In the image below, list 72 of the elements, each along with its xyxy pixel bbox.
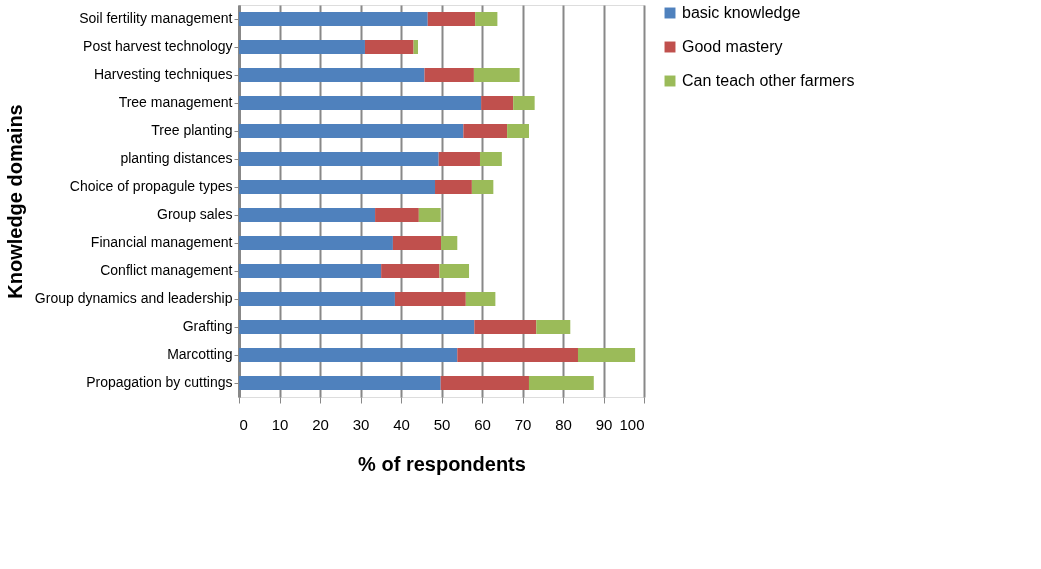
bar xyxy=(528,376,594,390)
x-tick-label: 80 xyxy=(555,415,572,433)
bar xyxy=(457,348,578,362)
y-tick-label: Propagation by cuttings xyxy=(86,374,233,390)
bar xyxy=(465,292,496,306)
bar xyxy=(471,180,494,194)
y-tick-label: Tree planting xyxy=(151,122,233,138)
y-tick-label: Choice of propagule types xyxy=(69,178,233,194)
x-tick-label: 10 xyxy=(271,415,289,433)
y-tick-label: Marcotting xyxy=(167,346,233,362)
bar xyxy=(481,96,514,110)
x-tick-label: 20 xyxy=(312,415,329,433)
bar xyxy=(239,208,376,222)
x-tick-label: 30 xyxy=(352,415,370,433)
bar xyxy=(513,96,535,110)
bar xyxy=(474,320,537,334)
bar xyxy=(239,264,382,278)
y-tick-label: planting distances xyxy=(120,150,233,166)
bar xyxy=(473,68,520,82)
x-tick-label: 50 xyxy=(433,415,451,433)
bar xyxy=(239,152,439,166)
bar xyxy=(440,376,529,390)
bar xyxy=(424,68,474,82)
bar xyxy=(577,348,636,362)
bar xyxy=(239,236,393,250)
bar xyxy=(418,208,441,222)
y-tick-label: Post harvest technology xyxy=(83,38,233,54)
x-tick-label: 40 xyxy=(393,415,410,433)
y-tick-label: Group sales xyxy=(157,206,233,222)
bar xyxy=(239,40,365,54)
bar xyxy=(239,68,425,82)
bar xyxy=(441,236,458,250)
bar xyxy=(507,124,529,138)
x-tick-label: 60 xyxy=(474,415,491,433)
y-tick-label: Grafting xyxy=(182,318,233,334)
y-tick-label: Financial management xyxy=(90,234,233,250)
bar xyxy=(381,264,440,278)
bar xyxy=(439,264,470,278)
y-tick-label: Soil fertility management xyxy=(79,10,233,26)
bar xyxy=(479,152,502,166)
x-tick-label: 70 xyxy=(514,415,532,433)
bar xyxy=(239,292,395,306)
x-tick-label: 100 xyxy=(619,415,645,433)
y-tick-label: Tree management xyxy=(118,94,233,110)
y-axis-title: Knowledge domains xyxy=(3,104,26,299)
bar xyxy=(239,320,475,334)
y-tick-label: Harvesting techniques xyxy=(93,66,233,82)
bar xyxy=(239,180,436,194)
bar xyxy=(536,320,571,334)
y-tick-label: Conflict management xyxy=(100,262,233,278)
bar xyxy=(394,292,466,306)
bar xyxy=(239,96,482,110)
bar xyxy=(239,12,428,26)
bar xyxy=(438,152,480,166)
x-tick-label: 0 xyxy=(239,415,248,433)
bar xyxy=(392,236,442,250)
bar xyxy=(239,376,441,390)
bar xyxy=(413,40,419,54)
x-axis-title: % of respondents xyxy=(358,452,526,475)
bar xyxy=(435,180,472,194)
bar xyxy=(475,12,498,26)
bar xyxy=(239,124,464,138)
legend-label: basic knowledge xyxy=(682,4,801,21)
bar xyxy=(375,208,419,222)
bar xyxy=(427,12,476,26)
bar xyxy=(364,40,414,54)
legend-label: Good mastery xyxy=(682,38,783,55)
x-tick-label: 90 xyxy=(595,415,613,433)
y-tick-label: Group dynamics and leadership xyxy=(34,290,233,306)
legend-label: Can teach other farmers xyxy=(682,72,855,89)
bar xyxy=(463,124,508,138)
bar xyxy=(239,348,458,362)
